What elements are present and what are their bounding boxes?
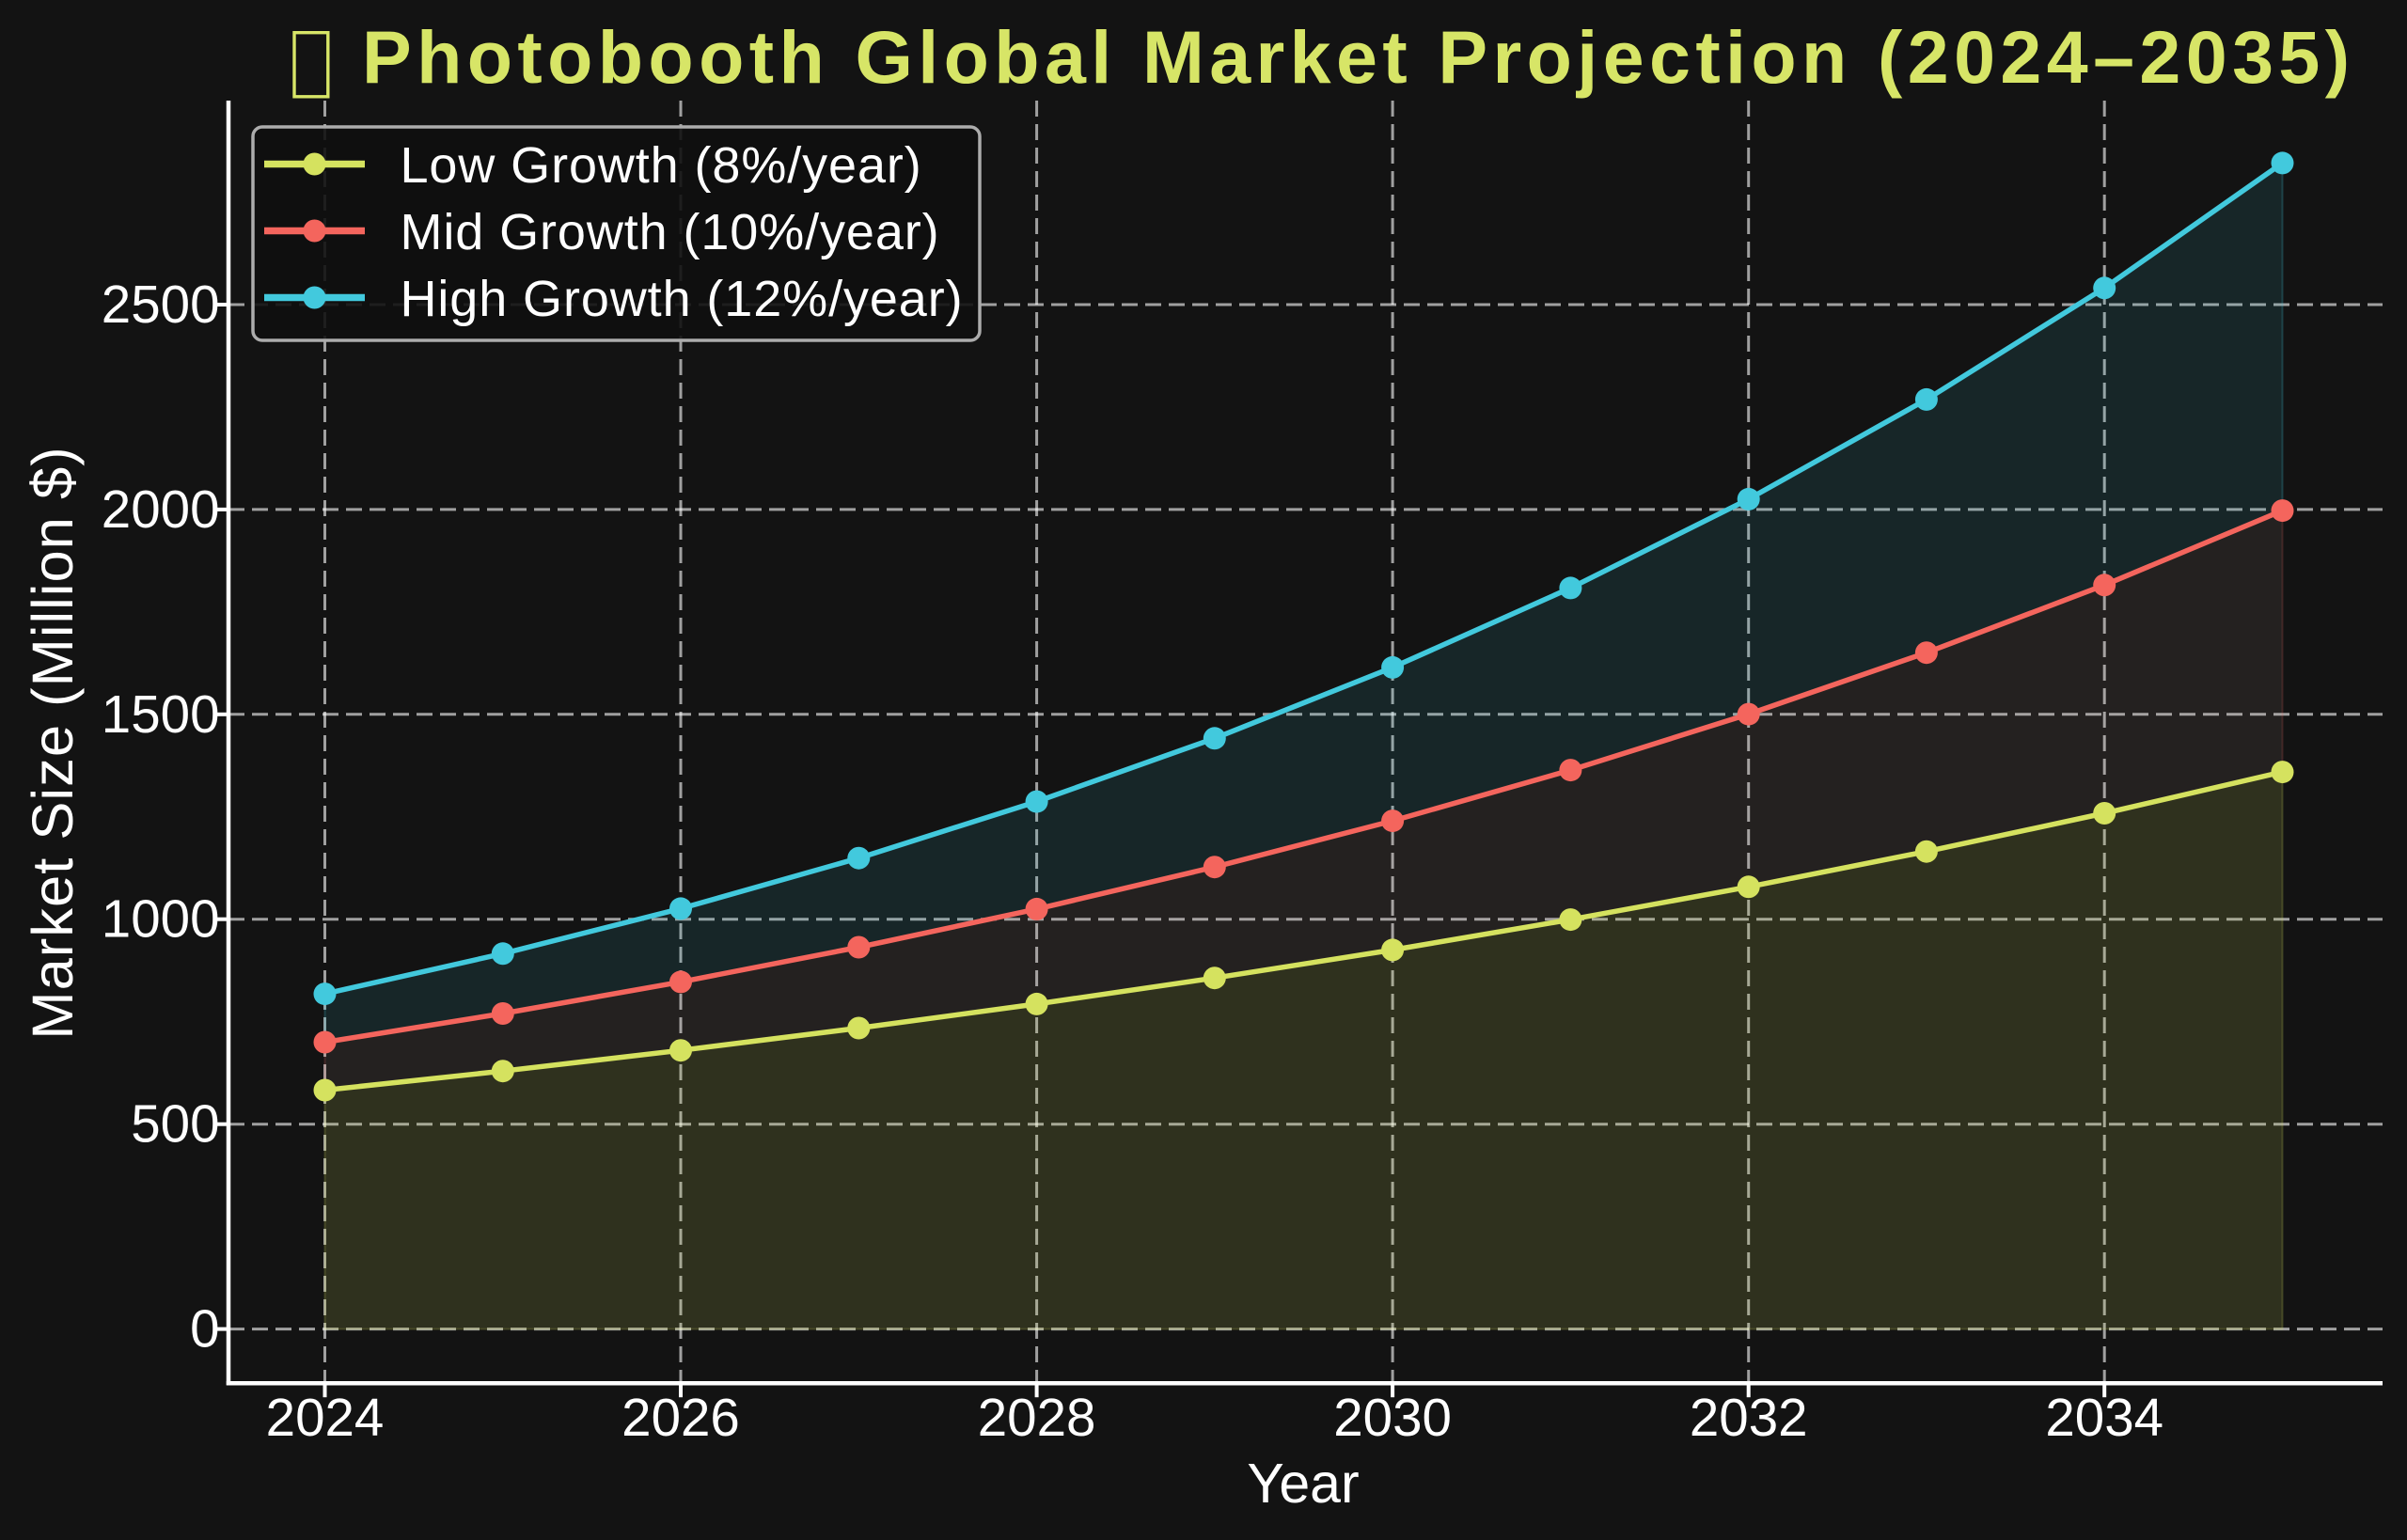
svg-text:2028: 2028 bbox=[978, 1388, 1096, 1447]
svg-text:Year: Year bbox=[1247, 1453, 1359, 1515]
svg-text:High Growth (12%/year): High Growth (12%/year) bbox=[401, 271, 964, 327]
svg-text:0: 0 bbox=[190, 1299, 219, 1359]
svg-text:1500: 1500 bbox=[102, 684, 220, 744]
svg-text:2026: 2026 bbox=[621, 1388, 740, 1447]
svg-text:Mid Growth (10%/year): Mid Growth (10%/year) bbox=[401, 204, 940, 260]
svg-text:2500: 2500 bbox=[102, 275, 220, 334]
svg-text:2030: 2030 bbox=[1333, 1388, 1452, 1447]
svg-text:2024: 2024 bbox=[266, 1388, 385, 1447]
svg-text:2000: 2000 bbox=[102, 479, 220, 539]
svg-text:Low Growth (8%/year): Low Growth (8%/year) bbox=[401, 137, 922, 194]
svg-text:Market Size (Million $): Market Size (Million $) bbox=[21, 446, 86, 1039]
svg-text:1000: 1000 bbox=[102, 889, 220, 949]
svg-text:2034: 2034 bbox=[2045, 1388, 2163, 1447]
svg-text:Photobooth Global Market Proje: Photobooth Global Market Projection (202… bbox=[362, 15, 2354, 99]
svg-text:500: 500 bbox=[131, 1094, 219, 1154]
svg-text:2032: 2032 bbox=[1690, 1388, 1808, 1447]
